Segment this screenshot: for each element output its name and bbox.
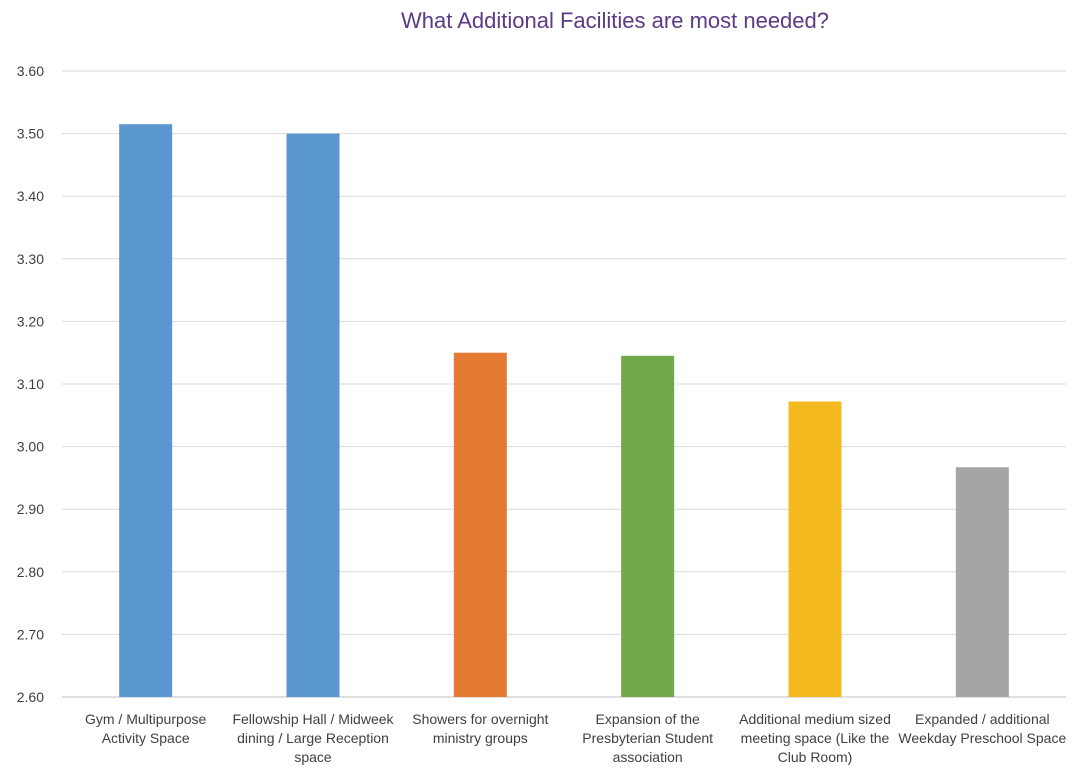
gridlines bbox=[62, 70, 1066, 698]
x-tick-label: Showers for overnight ministry groups bbox=[412, 711, 549, 746]
bar bbox=[119, 124, 173, 697]
y-tick-label: 3.00 bbox=[17, 439, 44, 455]
y-axis-ticks: 2.60 2.70 2.80 2.90 3.00 3.10 3.20 3.30 3.40 3.50… bbox=[17, 63, 44, 705]
x-tick-label: Expansion of the Presbyterian Student as… bbox=[582, 711, 714, 765]
x-tick-label: Additional medium sized meeting space (L… bbox=[739, 711, 891, 765]
y-tick-label: 2.60 bbox=[17, 689, 44, 705]
x-tick-label: Fellowship Hall / Midweek dining / Large… bbox=[232, 711, 394, 765]
bars bbox=[119, 124, 1009, 698]
y-tick-label: 3.10 bbox=[17, 376, 44, 392]
bar bbox=[286, 133, 340, 698]
bar bbox=[621, 355, 675, 697]
x-tick-label: Expanded / additional Weekday Preschool … bbox=[898, 711, 1067, 746]
y-tick-label: 3.20 bbox=[17, 313, 44, 329]
y-tick-label: 3.60 bbox=[17, 63, 44, 79]
y-tick-label: 2.80 bbox=[17, 564, 44, 580]
chart-title: What Additional Facilities are most need… bbox=[400, 8, 829, 33]
bar bbox=[788, 401, 842, 697]
bar bbox=[955, 467, 1009, 697]
y-tick-label: 2.70 bbox=[17, 626, 44, 642]
y-tick-label: 3.40 bbox=[17, 188, 44, 204]
y-tick-label: 2.90 bbox=[17, 501, 44, 517]
y-tick-label: 3.30 bbox=[17, 251, 44, 267]
x-tick-label: Gym / Multipurpose Activity Space bbox=[84, 711, 207, 746]
bar bbox=[453, 352, 507, 697]
y-tick-label: 3.50 bbox=[17, 126, 44, 142]
